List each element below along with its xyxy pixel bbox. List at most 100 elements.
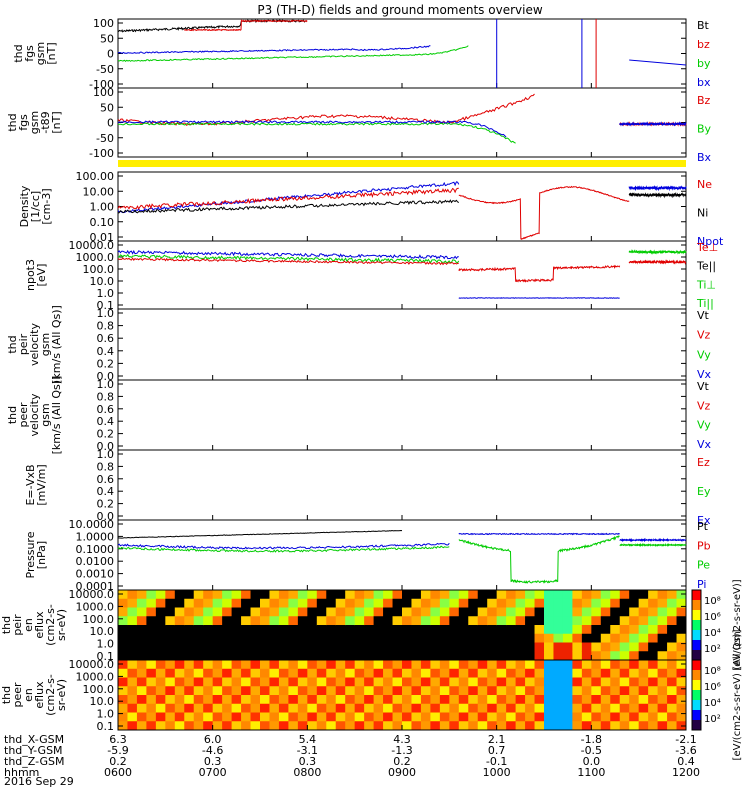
- spectrogram-cell: [155, 590, 166, 600]
- spectrogram-cell: [562, 712, 573, 722]
- spectrogram-cell: [118, 590, 128, 600]
- spectrogram-cell: [212, 651, 223, 661]
- spectrogram-cell: [127, 677, 138, 687]
- y-tick-label: 1000.0: [76, 670, 115, 683]
- spectrogram-cell: [241, 607, 252, 617]
- spectrogram-cell: [591, 668, 602, 678]
- legend-entry: Vt: [697, 309, 710, 322]
- spectrogram-cell: [383, 660, 394, 670]
- y-tick-label: 0.4: [97, 345, 115, 358]
- ylabel-line: eflux: [33, 611, 46, 639]
- spectrogram-cell: [638, 590, 649, 600]
- spectrogram-cell: [553, 642, 564, 652]
- spectrogram-cell: [373, 712, 384, 722]
- y-tick-label: 1.00: [90, 201, 115, 214]
- ylabel-line: thd: [6, 335, 19, 353]
- spectrogram-cell: [515, 695, 526, 705]
- spectrogram-cell: [345, 703, 356, 713]
- spectrogram-cell: [231, 598, 242, 608]
- spectrogram-cell: [411, 642, 422, 652]
- colorbar-frame: [691, 659, 702, 731]
- spectrogram-cell: [525, 642, 536, 652]
- colorbar-swatch: [692, 630, 701, 641]
- spectrogram-cell: [506, 590, 517, 600]
- spectrogram-cell: [648, 686, 659, 696]
- spectrogram-cell: [383, 703, 394, 713]
- spectrogram-cell: [525, 598, 536, 608]
- spectrogram-cell: [420, 616, 431, 626]
- spectrogram-cell: [354, 686, 365, 696]
- spectrogram-cell: [487, 598, 498, 608]
- spectrogram-cell: [638, 651, 649, 661]
- spectrogram-cell: [269, 668, 280, 678]
- legend-entry: Vt: [697, 380, 710, 393]
- footer-value: 0.3: [299, 755, 317, 768]
- footer-value: -0.5: [581, 744, 602, 757]
- ylabel-line: fgs: [17, 114, 30, 131]
- spectrogram-cell: [241, 625, 252, 635]
- spectrogram-cell: [174, 721, 185, 731]
- spectrogram-cell: [534, 590, 545, 600]
- spectrogram-cell: [345, 642, 356, 652]
- spectrogram-cell: [155, 616, 166, 626]
- spectrogram-cell: [562, 642, 573, 652]
- spectrogram-cell: [392, 668, 403, 678]
- spectrogram-cell: [373, 660, 384, 670]
- spectrogram-cell: [174, 668, 185, 678]
- figure-title: P3 (TH-D) fields and ground moments over…: [257, 3, 542, 17]
- spectrogram-cell: [373, 721, 384, 731]
- spectrogram-cell: [260, 677, 270, 687]
- spectrogram-cell: [316, 686, 327, 696]
- spectrogram-cell: [136, 642, 147, 652]
- trace-By: [117, 122, 516, 144]
- spectrogram-cell: [231, 607, 242, 617]
- spectrogram-cell: [316, 590, 327, 600]
- y-tick-label: 0.2: [97, 357, 115, 370]
- spectrogram-cell: [600, 607, 611, 617]
- spectrogram-cell: [411, 633, 422, 643]
- spectrogram-cell: [553, 625, 564, 635]
- spectrogram-cell: [241, 686, 252, 696]
- spectrogram-cell: [562, 625, 573, 635]
- legend-entry: Vx: [697, 368, 712, 381]
- footer-value: 0.2: [393, 755, 411, 768]
- colorbar-tick: 10⁶: [704, 612, 721, 623]
- spectrogram-cell: [118, 677, 128, 687]
- spectrogram-cell: [676, 686, 687, 696]
- spectrogram-cell: [553, 607, 564, 617]
- spectrogram-cell: [629, 668, 640, 678]
- spectrogram-cell: [165, 607, 176, 617]
- spectrogram-cell: [600, 703, 611, 713]
- spectrogram-cell: [544, 651, 554, 661]
- spectrogram-cell: [610, 607, 621, 617]
- spectrogram-cell: [648, 642, 659, 652]
- ylabel-line: gsm: [34, 42, 47, 65]
- spectrogram-cell: [619, 625, 630, 635]
- spectrogram-cell: [288, 598, 299, 608]
- spectrogram-cell: [420, 668, 431, 678]
- spectrogram-cell: [212, 590, 223, 600]
- spectrogram-cell: [402, 625, 412, 635]
- colorbar-label: [eV/(cm2-s-sr-eV)]: [732, 579, 743, 670]
- spectrogram-cell: [619, 721, 630, 731]
- spectrogram-cell: [373, 633, 384, 643]
- spectrogram-cell: [241, 642, 252, 652]
- spectrogram-cell: [184, 590, 195, 600]
- spectrogram-cell: [222, 703, 233, 713]
- spectrogram-cell: [458, 668, 469, 678]
- spectrogram-cell: [203, 598, 214, 608]
- spectrogram-cell: [506, 712, 517, 722]
- spectrogram-cell: [307, 660, 318, 670]
- trace-Te-perp: [117, 257, 459, 266]
- spectrogram-cell: [477, 703, 488, 713]
- spectrogram-cell: [231, 712, 242, 722]
- legend-entry: Vy: [697, 419, 711, 432]
- trace-Npot: [117, 181, 460, 214]
- spectrogram-cell: [174, 607, 185, 617]
- legend-entry: Te||: [696, 260, 716, 273]
- spectrogram-cell: [439, 633, 450, 643]
- spectrogram-cell: [222, 598, 233, 608]
- spectrogram-cell: [544, 677, 554, 687]
- spectrogram-cell: [335, 686, 346, 696]
